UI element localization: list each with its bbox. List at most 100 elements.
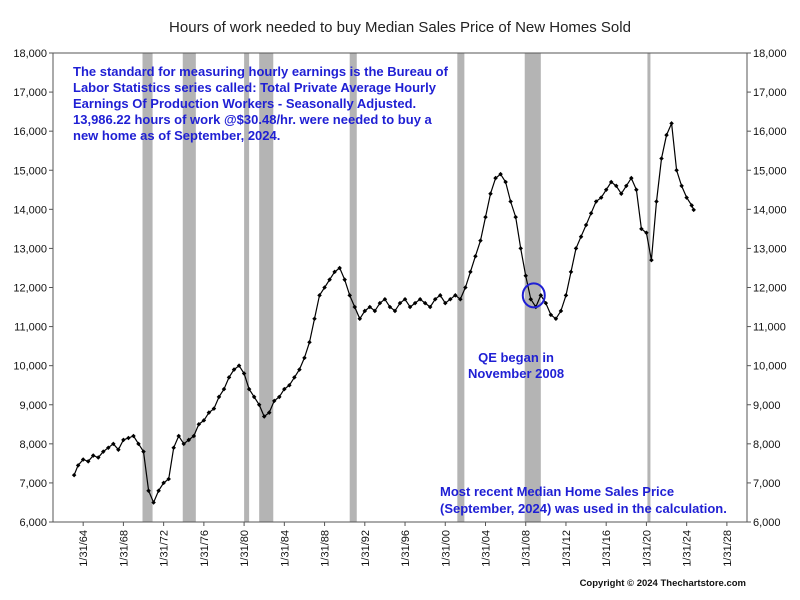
y-tick-label-right: 18,000	[753, 48, 787, 60]
annotation-recent-price: Most recent Median Home Sales Price (Sep…	[440, 484, 727, 516]
qe-label-line-1: QE began in	[478, 350, 554, 365]
recession-band-7	[524, 53, 541, 522]
data-point	[312, 316, 317, 322]
x-tick-label: 1/31/12	[561, 530, 573, 567]
x-tick-label: 1/31/08	[521, 530, 533, 567]
data-point	[488, 191, 493, 196]
data-point	[90, 453, 96, 458]
y-tick-label-right: 12,000	[753, 283, 787, 295]
data-point	[317, 293, 322, 298]
axis-ticks: 6,000 6,000 7,000 7,000 8,000 8,000 9,000 9,000…	[13, 48, 786, 567]
x-tick-label: 1/31/88	[320, 530, 332, 567]
data-point	[266, 410, 272, 415]
y-tick-label-left: 14,000	[13, 204, 47, 216]
data-point	[236, 363, 242, 368]
data-point	[131, 433, 136, 439]
data-point	[422, 300, 428, 306]
data-point	[367, 304, 373, 310]
y-tick-label-left: 7,000	[19, 478, 47, 490]
data-point	[307, 339, 312, 345]
recession-band-3	[244, 53, 250, 522]
data-point	[226, 375, 232, 380]
data-point	[392, 308, 398, 314]
data-point	[553, 316, 559, 322]
y-tick-label-right: 17,000	[753, 87, 787, 99]
x-tick-label: 1/31/92	[360, 530, 372, 567]
x-tick-label: 1/31/96	[400, 530, 412, 567]
y-tick-label-left: 11,000	[14, 322, 47, 334]
data-point	[161, 480, 166, 486]
data-point	[287, 382, 292, 388]
annotation-line-5: new home as of September, 2024.	[73, 128, 280, 143]
x-tick-label: 1/31/28	[722, 530, 734, 567]
y-tick-label-right: 16,000	[753, 126, 787, 138]
data-point	[458, 296, 463, 302]
data-point	[649, 257, 654, 263]
data-point	[342, 277, 347, 282]
data-point	[151, 500, 156, 505]
x-tick-label: 1/31/16	[601, 530, 613, 567]
qe-label-line-2: November 2008	[468, 366, 564, 381]
y-tick-label-left: 10,000	[13, 361, 47, 373]
y-tick-label-right: 14,000	[753, 204, 787, 216]
recent-price-line-1: Most recent Median Home Sales Price	[440, 484, 674, 499]
recession-band-5	[349, 53, 357, 522]
data-point	[176, 433, 181, 439]
copyright-text: Copyright © 2024 Thechartstore.com	[580, 578, 746, 589]
data-point	[256, 402, 262, 408]
data-point	[463, 285, 468, 290]
recession-band-6	[457, 53, 465, 522]
data-point	[548, 312, 554, 318]
x-tick-label: 1/31/72	[159, 530, 171, 567]
data-point	[468, 269, 473, 275]
y-tick-label-right: 11,000	[753, 322, 786, 334]
y-tick-label-left: 18,000	[13, 48, 47, 60]
y-tick-label-left: 16,000	[13, 126, 47, 138]
data-point	[261, 414, 267, 419]
y-tick-label-left: 6,000	[19, 517, 47, 529]
recession-band-2	[182, 53, 196, 522]
x-tick-label: 1/31/68	[118, 530, 130, 567]
data-point	[362, 308, 368, 314]
data-point	[382, 296, 388, 302]
data-point	[166, 476, 171, 482]
data-point	[352, 304, 358, 310]
data-point	[432, 296, 438, 302]
y-tick-label-right: 8,000	[753, 439, 781, 451]
data-point	[251, 394, 257, 400]
data-point	[186, 437, 192, 443]
y-tick-label-left: 9,000	[19, 400, 47, 412]
data-point	[453, 293, 458, 298]
y-tick-label-right: 6,000	[753, 517, 781, 529]
data-point	[241, 371, 247, 376]
data-point	[558, 308, 564, 314]
qe-highlight-circle	[521, 282, 546, 309]
data-point	[191, 433, 197, 439]
y-tick-label-left: 8,000	[19, 439, 47, 451]
y-tick-label-left: 17,000	[13, 87, 47, 99]
data-point	[417, 296, 423, 302]
data-point	[448, 296, 453, 302]
y-tick-label-right: 15,000	[753, 165, 787, 177]
y-tick-label-right: 13,000	[753, 243, 787, 255]
data-point	[126, 435, 131, 441]
x-tick-label: 1/31/84	[279, 530, 291, 567]
data-point	[272, 398, 277, 404]
data-point	[563, 293, 569, 298]
annotation-line-3: Earnings Of Production Workers - Seasona…	[73, 96, 416, 111]
annotation-line-2: Labor Statistics series called: Total Pr…	[73, 80, 437, 95]
data-point	[337, 265, 342, 271]
y-tick-label-right: 9,000	[753, 400, 781, 412]
data-point	[327, 277, 332, 282]
y-tick-label-right: 10,000	[753, 361, 787, 373]
recession-band-1	[142, 53, 153, 522]
data-point	[568, 269, 574, 275]
x-tick-label: 1/31/20	[641, 530, 653, 567]
data-point	[528, 296, 534, 302]
x-tick-label: 1/31/80	[239, 530, 251, 567]
data-point	[297, 367, 302, 372]
data-point	[347, 293, 352, 298]
data-point	[211, 406, 217, 411]
